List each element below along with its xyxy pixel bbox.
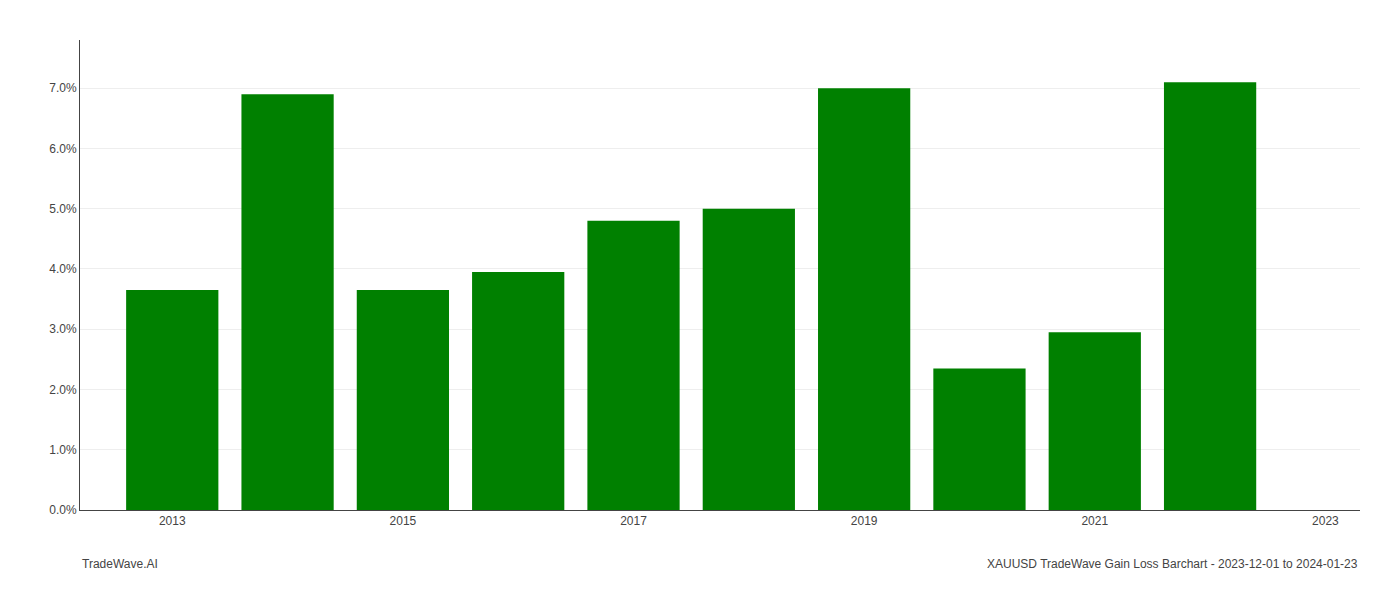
svg-text:XAUUSD TradeWave Gain Loss Bar: XAUUSD TradeWave Gain Loss Barchart - 20… <box>987 557 1358 571</box>
svg-text:1.0%: 1.0% <box>49 443 77 457</box>
svg-text:2019: 2019 <box>851 514 878 528</box>
svg-text:7.0%: 7.0% <box>49 81 77 95</box>
svg-text:2.0%: 2.0% <box>49 383 77 397</box>
svg-text:3.0%: 3.0% <box>49 322 77 336</box>
svg-text:2015: 2015 <box>390 514 417 528</box>
svg-text:6.0%: 6.0% <box>49 142 77 156</box>
svg-text:2013: 2013 <box>159 514 186 528</box>
svg-text:5.0%: 5.0% <box>49 202 77 216</box>
svg-text:4.0%: 4.0% <box>49 262 77 276</box>
svg-text:0.0%: 0.0% <box>49 503 77 517</box>
svg-text:2023: 2023 <box>1312 514 1339 528</box>
svg-text:2017: 2017 <box>620 514 647 528</box>
svg-text:2021: 2021 <box>1081 514 1108 528</box>
svg-text:TradeWave.AI: TradeWave.AI <box>82 557 158 571</box>
